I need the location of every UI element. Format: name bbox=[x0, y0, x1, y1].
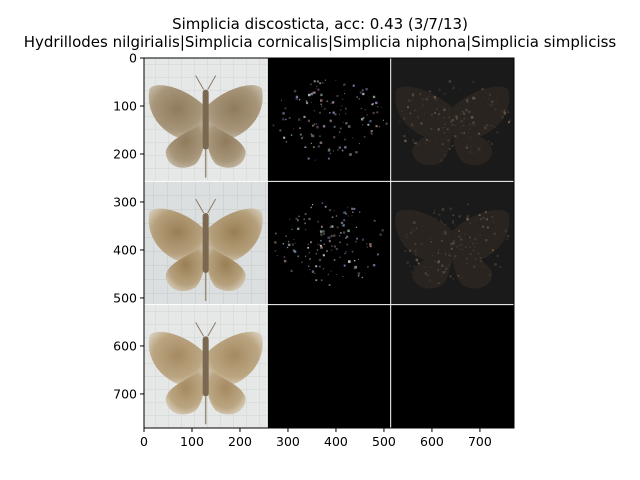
y-tick-label: 500 bbox=[113, 290, 137, 305]
class-list-label: Hydrillodes nilgirialis|Simplicia cornic… bbox=[23, 33, 617, 51]
figure-title: Simplicia discosticta, acc: 0.43 (3/7/13… bbox=[172, 15, 468, 33]
grid-cell-moth-photo bbox=[144, 181, 268, 305]
y-tick-label: 600 bbox=[113, 338, 137, 353]
axes-frame bbox=[143, 57, 515, 429]
y-tick-label: 300 bbox=[113, 194, 137, 209]
y-axis: 0 100 200 300 400 500 600 700 bbox=[113, 51, 144, 401]
grid-cell-moth-photo bbox=[144, 58, 268, 182]
x-tick-label: 400 bbox=[324, 434, 348, 449]
grid-cell-saliency-map-dim bbox=[390, 181, 514, 305]
grid-cell-saliency-map-bright bbox=[267, 181, 391, 305]
x-axis: 0 100 200 300 400 500 600 700 bbox=[140, 428, 492, 449]
grid-cell-black bbox=[390, 304, 514, 428]
y-tick-label: 400 bbox=[113, 242, 137, 257]
y-tick-label: 100 bbox=[113, 98, 137, 113]
x-tick-label: 600 bbox=[420, 434, 444, 449]
x-tick-label: 300 bbox=[276, 434, 300, 449]
x-tick-label: 100 bbox=[180, 434, 204, 449]
grid-cell-black bbox=[267, 304, 391, 428]
x-tick-label: 500 bbox=[372, 434, 396, 449]
x-tick-label: 700 bbox=[468, 434, 492, 449]
grid-cell-saliency-map-bright bbox=[267, 58, 391, 182]
y-tick-label: 700 bbox=[113, 386, 137, 401]
x-tick-label: 0 bbox=[140, 434, 148, 449]
grid-cell-saliency-map-dim bbox=[390, 58, 514, 182]
x-tick-label: 200 bbox=[228, 434, 252, 449]
figure-subtitle: Hydrillodes nilgirialis|Simplicia cornic… bbox=[0, 33, 640, 51]
grid-cell-moth-photo bbox=[144, 304, 268, 428]
y-tick-label: 0 bbox=[129, 51, 137, 66]
y-tick-label: 200 bbox=[113, 146, 137, 161]
